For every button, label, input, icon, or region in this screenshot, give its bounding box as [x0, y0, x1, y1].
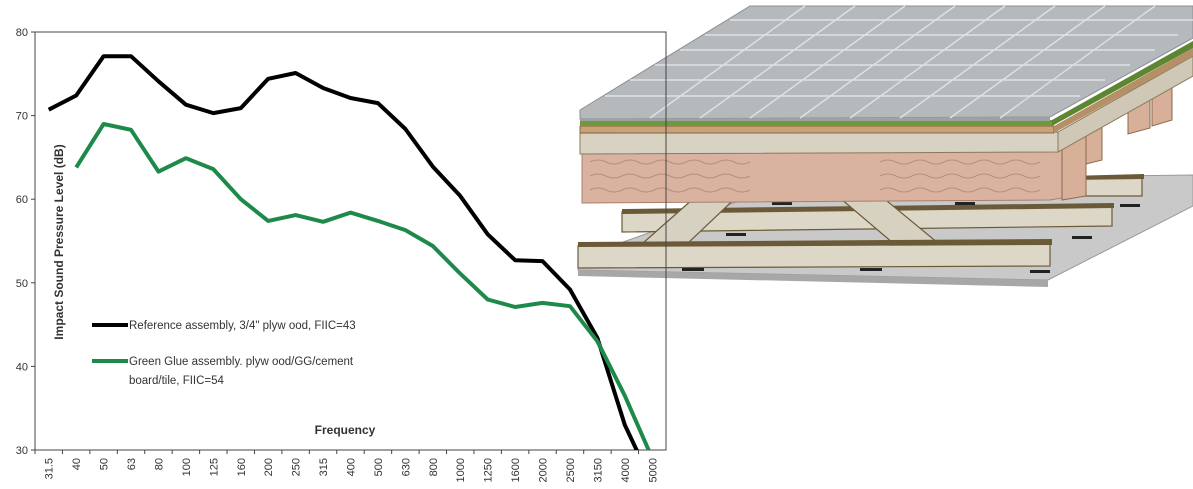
x-tick-label: 2500: [565, 458, 577, 482]
x-tick-label: 31.5: [44, 458, 56, 479]
tile-layer: [579, 5, 1193, 121]
floor-assembly-illustration: [577, 5, 1193, 287]
x-axis-title: Frequency: [315, 423, 376, 437]
insulation-layer: [581, 149, 1063, 204]
series-line-reference: [47, 54, 639, 450]
x-tick-label: 125: [208, 458, 220, 476]
x-tick-label: 400: [346, 458, 358, 476]
y-axis: 30 40 50 60 70 80: [16, 27, 35, 457]
cement-board-layer: [579, 48, 1193, 134]
y-tick-label: 80: [16, 27, 28, 39]
x-tick-label: 500: [373, 458, 385, 476]
x-axis: 31.5 40 50 63 80 100 125 160 200 250 315 400 500 630 8…: [34, 450, 659, 482]
legend-label-green-glue-line-1: Green Glue assembly. plyw ood/GG/cement: [129, 356, 354, 368]
legend: Reference assembly, 3/4" plyw ood, FIIC=…: [92, 320, 356, 387]
x-tick-label: 63: [126, 458, 138, 470]
x-tick-label: 630: [400, 458, 412, 476]
x-tick-label: 3150: [592, 458, 604, 482]
legend-label-reference: Reference assembly, 3/4" plyw ood, FIIC=…: [129, 320, 356, 332]
hanger-clips: [682, 202, 1140, 273]
y-tick-label: 50: [16, 278, 28, 290]
ceiling-board-edge: [578, 270, 1048, 287]
x-tick-label: 800: [428, 458, 440, 476]
y-tick-label: 40: [16, 361, 28, 373]
plot-frame: [34, 31, 667, 451]
x-tick-label: 250: [291, 458, 303, 476]
y-tick-label: 70: [16, 111, 28, 123]
x-tick-label: 315: [318, 458, 330, 476]
series-line-green-glue: [74, 122, 651, 450]
plywood-subfloor: [579, 55, 1193, 155]
green-glue-layer: [580, 41, 1193, 126]
x-tick-label: 1000: [455, 458, 467, 482]
y-tick-label: 60: [16, 194, 28, 206]
legend-label-green-glue-line-2: board/tile, FIIC=54: [129, 375, 225, 387]
x-tick-label: 1250: [483, 458, 495, 482]
y-tick-label: 30: [16, 445, 28, 457]
series-layer: [47, 54, 651, 450]
y-axis-title: Impact Sound Pressure Level (dB): [52, 144, 66, 339]
front-joist: [577, 239, 1052, 269]
x-tick-label: 40: [71, 458, 83, 470]
x-tick-label: 4000: [620, 458, 632, 482]
x-tick-label: 2000: [538, 458, 550, 482]
x-tick-label: 50: [99, 458, 111, 470]
x-tick-label: 200: [263, 458, 275, 476]
x-tick-label: 100: [181, 458, 193, 476]
x-tick-label: 80: [153, 458, 165, 470]
x-tick-label: 1600: [510, 458, 522, 482]
x-tick-label: 5000: [647, 458, 659, 482]
x-tick-label: 160: [236, 458, 248, 476]
